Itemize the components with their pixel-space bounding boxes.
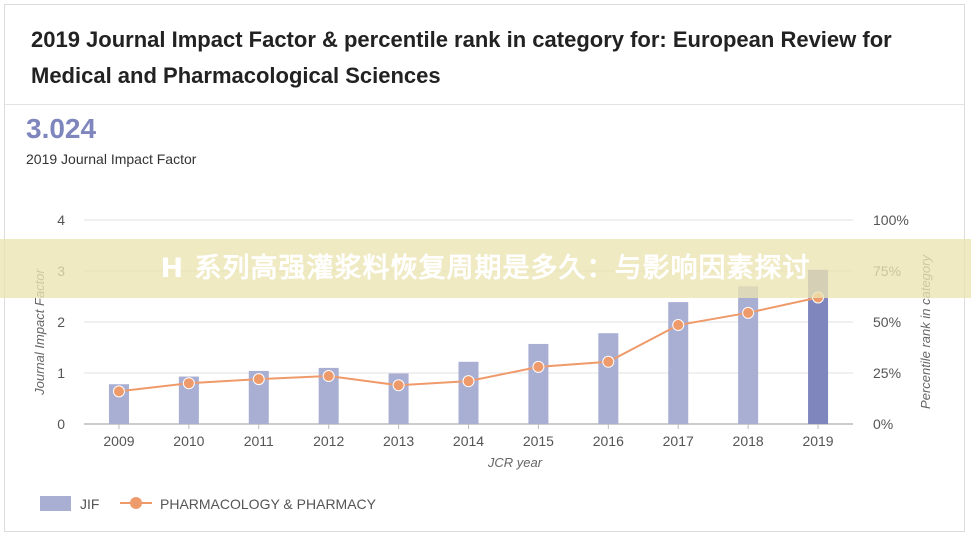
jif-value: 3.024 xyxy=(26,113,97,144)
x-tick-label: 2016 xyxy=(593,433,624,449)
bar-2010 xyxy=(178,376,199,424)
line-point-2015 xyxy=(532,360,545,373)
line-point-2009 xyxy=(112,385,125,398)
x-tick-label: 2012 xyxy=(313,433,344,449)
x-tick-label: 2019 xyxy=(802,433,833,449)
bar-2012 xyxy=(318,367,339,424)
y-right-tick-label: 50% xyxy=(873,314,901,330)
y-axis-left-title: Journal Impact Factor xyxy=(32,268,47,395)
x-tick-label: 2014 xyxy=(453,433,484,449)
line-point-2013 xyxy=(392,379,405,392)
bar-2017 xyxy=(668,302,689,424)
line-point-2010 xyxy=(182,377,195,390)
overlay-text: H 系列高强灌浆料恢复周期是多久：与影响因素探讨 xyxy=(160,253,811,284)
y-left-tick-label: 2 xyxy=(57,314,65,330)
y-right-tick-label: 25% xyxy=(873,365,901,381)
y-left-tick-label: 1 xyxy=(57,365,65,381)
line-series xyxy=(112,291,825,398)
y-right-tick-label: 0% xyxy=(873,416,893,432)
x-tick-label: 2013 xyxy=(383,433,414,449)
x-tick-label: 2015 xyxy=(523,433,554,449)
legend: JIF PHARMACOLOGY & PHARMACY xyxy=(40,496,377,512)
y-left-tick-label: 0 xyxy=(57,416,65,432)
overlay-banner: H 系列高强灌浆料恢复周期是多久：与影响因素探讨 xyxy=(0,239,971,298)
chart-title: 2019 Journal Impact Factor & percentile … xyxy=(31,27,892,88)
x-axis-title: JCR year xyxy=(487,455,543,470)
x-tick-label: 2017 xyxy=(663,433,694,449)
line-point-2016 xyxy=(602,355,615,368)
bar-2014 xyxy=(458,361,479,424)
x-tick-label: 2010 xyxy=(173,433,204,449)
legend-label-jif: JIF xyxy=(80,496,99,512)
line-point-2012 xyxy=(322,370,335,383)
x-axis-ticks: 2009 2010 2011 2012 2013 2014 2015 2016 2017 2018… xyxy=(103,424,834,449)
bar-2018 xyxy=(738,286,759,424)
bar-2011 xyxy=(248,370,269,424)
bar-2016 xyxy=(598,333,619,424)
bar-series xyxy=(108,269,829,424)
card-header: 2019 Journal Impact Factor & percentile … xyxy=(5,5,964,105)
line-point-2017 xyxy=(672,319,685,332)
legend-swatch-jif xyxy=(40,496,71,511)
x-tick-label: 2011 xyxy=(244,433,274,449)
line-point-2014 xyxy=(462,375,475,388)
legend-label-category: PHARMACOLOGY & PHARMACY xyxy=(160,496,377,512)
line-point-2011 xyxy=(252,373,265,386)
x-tick-label: 2009 xyxy=(103,433,134,449)
line-point-2018 xyxy=(742,306,755,319)
legend-swatch-marker xyxy=(130,497,142,509)
y-left-tick-label: 4 xyxy=(57,212,65,228)
bar-2019 xyxy=(808,269,829,424)
y-right-tick-label: 100% xyxy=(873,212,909,228)
x-tick-label: 2018 xyxy=(733,433,764,449)
jif-label: 2019 Journal Impact Factor xyxy=(26,151,197,167)
bar-2015 xyxy=(528,343,549,424)
